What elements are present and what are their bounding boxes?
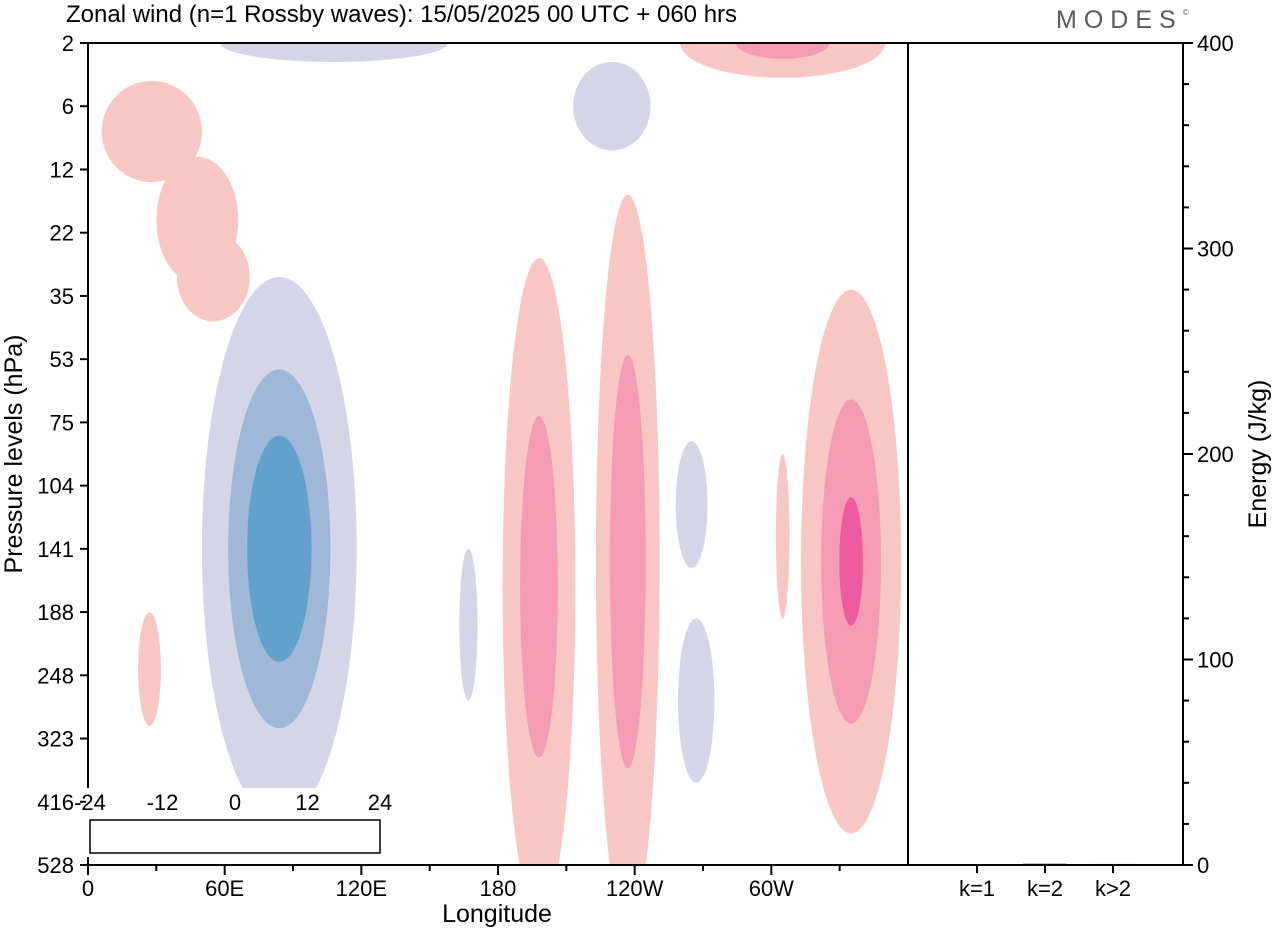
longitude-tick-label: 120E — [336, 876, 387, 901]
pressure-tick-label: 104 — [37, 474, 74, 499]
pressure-tick-label: 528 — [37, 853, 74, 878]
pressure-tick-label: 248 — [37, 663, 74, 688]
energy-category-label: k>2 — [1095, 876, 1131, 901]
energy-tick-label: 200 — [1197, 442, 1234, 467]
pressure-tick-label: 12 — [50, 157, 74, 182]
color-legend: -24 -12 0 12 24 — [74, 788, 392, 857]
pressure-axis-label: Pressure levels (hPa) — [0, 335, 28, 574]
positive-anomaly-9-band-0 — [101, 80, 202, 183]
modes-logo-text: MODES — [1056, 6, 1183, 34]
pressure-tick-label: 416 — [37, 790, 74, 815]
legend-label: -24 — [74, 790, 106, 815]
negative-anomaly-5-band-0 — [459, 548, 478, 701]
negative-anomaly-12-band-0 — [220, 43, 448, 62]
energy-tick-label: 300 — [1197, 237, 1234, 262]
positive-anomaly-14-band-1 — [736, 43, 830, 59]
pressure-tick-label: 75 — [50, 410, 74, 435]
positive-anomaly-11-band-0 — [176, 232, 250, 322]
pressure-tick-label: 22 — [50, 221, 74, 246]
longitude-tick-label: 120W — [606, 876, 664, 901]
pressure-axis: 2 6 12 22 35 53 75 104 141 188 248 323 416 528 — [37, 31, 88, 878]
negative-anomaly-0-band-2 — [247, 435, 312, 662]
longitude-tick-label: 60W — [749, 876, 794, 901]
legend-label: -12 — [147, 790, 179, 815]
positive-anomaly-1-band-1 — [520, 416, 558, 758]
copyright-mark: © — [1182, 8, 1189, 17]
legend-label: 24 — [368, 790, 392, 815]
pressure-tick-label: 188 — [37, 600, 74, 625]
energy-tick-label: 0 — [1197, 853, 1209, 878]
chart-title: Zonal wind (n=1 Rossby waves): 15/05/202… — [66, 1, 737, 28]
pressure-tick-label: 2 — [62, 31, 74, 56]
legend-label: 12 — [295, 790, 319, 815]
longitude-axis-label: Longitude — [442, 900, 552, 928]
legend-frame — [89, 819, 381, 854]
negative-anomaly-13-band-0 — [573, 61, 651, 151]
energy-bars: k=1 k=2 k>2 — [955, 863, 1135, 901]
modes-logo: MODES© — [1056, 6, 1189, 35]
negative-anomaly-6-band-0 — [675, 441, 708, 568]
energy-tick-label: 100 — [1197, 648, 1234, 673]
pressure-tick-label: 6 — [62, 94, 74, 119]
longitude-tick-label: 0 — [82, 876, 94, 901]
energy-category-label: k=2 — [1027, 876, 1063, 901]
longitude-tick-label: 180 — [480, 876, 517, 901]
energy-frame — [907, 42, 1184, 866]
energy-axis-label: Energy (J/kg) — [1244, 380, 1272, 529]
longitude-tick-label: 60E — [205, 876, 244, 901]
pressure-tick-label: 53 — [50, 347, 74, 372]
energy-axis: 0 100 200 300 400 — [1183, 31, 1234, 878]
pressure-tick-label: 35 — [50, 284, 74, 309]
positive-anomaly-14-band-0 — [680, 43, 886, 78]
contour-field — [101, 43, 902, 865]
positive-anomaly-4-band-0 — [775, 454, 790, 619]
positive-anomaly-8-band-0 — [138, 612, 161, 726]
negative-anomaly-7-band-0 — [678, 618, 715, 783]
positive-anomaly-3-band-2 — [839, 497, 863, 626]
energy-tick-label: 400 — [1197, 31, 1234, 56]
legend-label: 0 — [229, 790, 241, 815]
pressure-tick-label: 141 — [37, 537, 74, 562]
pressure-tick-label: 323 — [37, 727, 74, 752]
positive-anomaly-2-band-1 — [609, 354, 646, 769]
legend-background — [86, 788, 384, 857]
energy-category-label: k=1 — [959, 876, 995, 901]
longitude-axis: 0 60E 120E 180 120W 60W — [82, 865, 841, 901]
